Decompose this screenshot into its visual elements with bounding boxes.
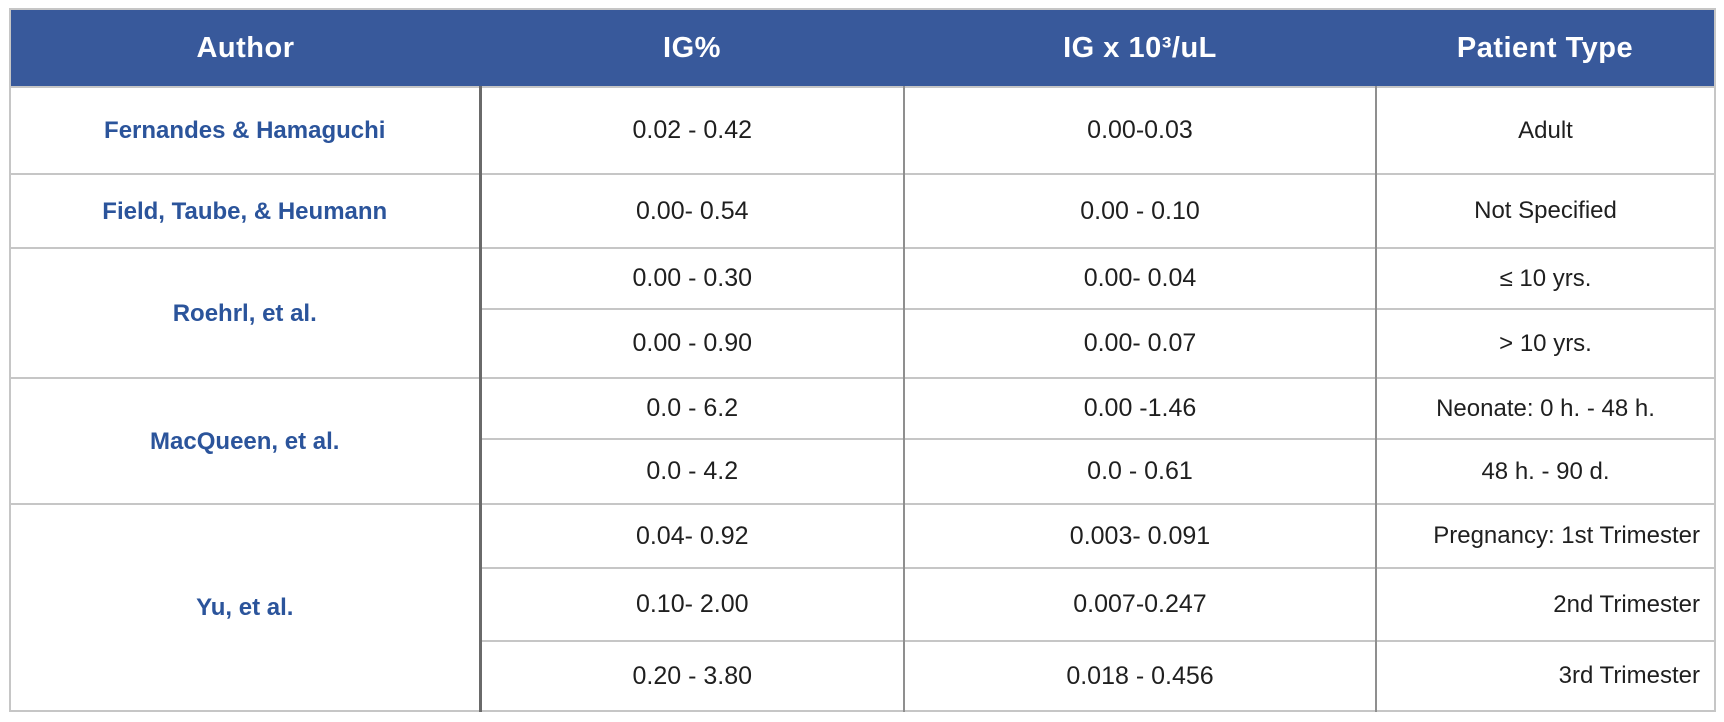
patient-type-value: Not Specified	[1376, 173, 1715, 248]
ig-absolute-value: 0.00 - 0.10	[904, 173, 1377, 248]
column-header-patient-type: Patient Type	[1376, 9, 1715, 87]
ig-absolute-value: 0.00- 0.04	[904, 247, 1377, 309]
table-row: 0.10- 2.00 0.007-0.247 2nd Trimester	[10, 567, 1715, 641]
column-header-ig-percent: IG%	[480, 9, 904, 87]
ig-absolute-value: 0.018 - 0.456	[904, 640, 1377, 711]
patient-type-value: Pregnancy: 1st Trimester	[1376, 503, 1715, 568]
ig-percent-value: 0.10- 2.00	[480, 567, 905, 641]
ig-absolute-value: 0.00- 0.07	[904, 308, 1377, 378]
ig-percent-value: 0.00 - 0.30	[480, 247, 905, 309]
patient-type-value: 3rd Trimester	[1376, 640, 1715, 711]
patient-type-value: > 10 yrs.	[1376, 308, 1715, 378]
ig-absolute-value: 0.0 - 0.61	[904, 438, 1377, 504]
author-cell: Field, Taube, & Heumann	[10, 173, 482, 248]
ig-reference-table: Author IG% IG x 10³/uL Patient Type Fern…	[9, 8, 1716, 712]
patient-type-value: 2nd Trimester	[1376, 567, 1715, 641]
ig-percent-value: 0.0 - 6.2	[480, 377, 905, 439]
ig-percent-value: 0.04- 0.92	[480, 503, 905, 568]
column-header-author: Author	[10, 9, 480, 87]
author-cell: MacQueen, et al.	[10, 377, 482, 504]
table-row: 0.20 - 3.80 0.018 - 0.456 3rd Trimester	[10, 640, 1715, 711]
table-row: Fernandes & Hamaguchi 0.02 - 0.42 0.00-0.0…	[10, 86, 1715, 174]
patient-type-value: Adult	[1376, 86, 1715, 174]
patient-type-value: Neonate: 0 h. - 48 h.	[1376, 377, 1715, 439]
header-row: Author IG% IG x 10³/uL Patient Type	[10, 9, 1715, 87]
table-row: Yu, et al. 0.04- 0.92 0.003- 0.091 Pregnanc…	[10, 503, 1715, 711]
table-row: 0.00 - 0.90 0.00- 0.07 > 10 yrs.	[10, 308, 1715, 378]
patient-type-value: 48 h. - 90 d.	[1376, 438, 1715, 504]
table-row: 0.0 - 4.2 0.0 - 0.61 48 h. - 90 d.	[10, 438, 1715, 504]
author-cell: Fernandes & Hamaguchi	[10, 86, 482, 174]
author-cell: Roehrl, et al.	[10, 247, 482, 378]
table-row: Field, Taube, & Heumann 0.00- 0.54 0.00 - …	[10, 173, 1715, 248]
ig-percent-value: 0.00 - 0.90	[480, 308, 905, 378]
patient-type-value: ≤ 10 yrs.	[1376, 247, 1715, 309]
author-link[interactable]: Field, Taube, & Heumann	[102, 197, 388, 225]
ig-absolute-value: 0.003- 0.091	[904, 503, 1377, 568]
ig-absolute-value: 0.007-0.247	[904, 567, 1377, 641]
table-row: MacQueen, et al. 0.0 - 6.2 0.00 -1.46 Neona…	[10, 377, 1715, 504]
ig-percent-value: 0.20 - 3.80	[480, 640, 905, 711]
ig-percent-value: 0.02 - 0.42	[480, 86, 905, 174]
ig-percent-value: 0.00- 0.54	[480, 173, 905, 248]
author-link[interactable]: Fernandes & Hamaguchi	[104, 117, 386, 144]
author-link[interactable]: Yu, et al.	[196, 594, 294, 621]
column-header-ig-absolute: IG x 10³/uL	[904, 9, 1376, 87]
ig-percent-value: 0.0 - 4.2	[480, 438, 905, 504]
author-link[interactable]: Roehrl, et al.	[172, 299, 317, 327]
author-link[interactable]: MacQueen, et al.	[150, 427, 340, 455]
table-row: Roehrl, et al. 0.00 - 0.30 0.00- 0.04 ≤ 10 …	[10, 247, 1715, 378]
ig-absolute-value: 0.00 -1.46	[904, 377, 1377, 439]
author-cell: Yu, et al.	[10, 503, 482, 711]
ig-absolute-value: 0.00-0.03	[904, 86, 1377, 174]
